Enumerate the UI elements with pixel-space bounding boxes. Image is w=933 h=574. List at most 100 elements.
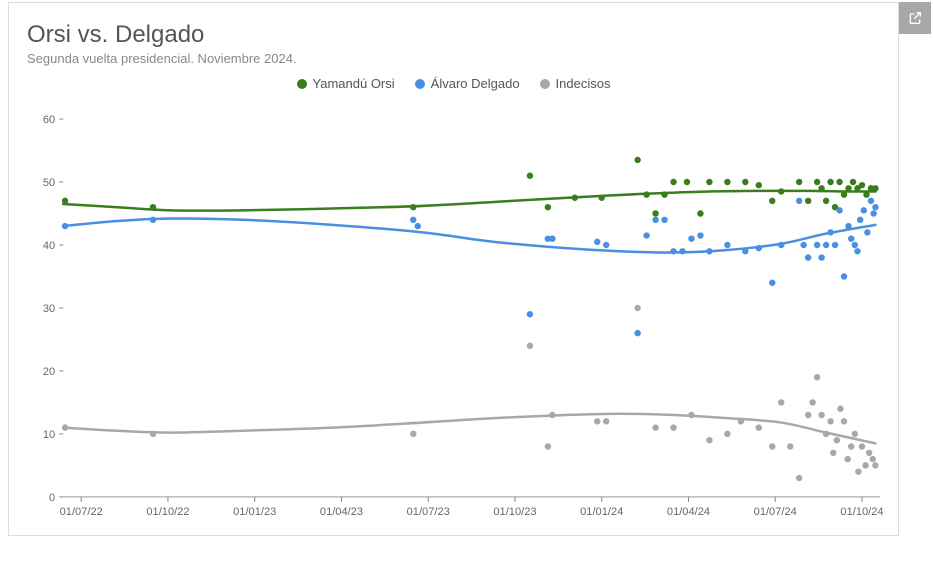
trend-line-delgado [63, 218, 875, 252]
svg-text:60: 60 [43, 114, 55, 126]
data-point [670, 248, 676, 254]
data-point [862, 462, 868, 468]
data-point [724, 179, 730, 185]
svg-text:01/04/23: 01/04/23 [320, 506, 363, 518]
data-point [870, 210, 876, 216]
data-point [643, 191, 649, 197]
data-point [545, 204, 551, 210]
data-point [724, 242, 730, 248]
data-point [841, 418, 847, 424]
data-point [778, 242, 784, 248]
open-external-button[interactable] [899, 2, 931, 34]
data-point [652, 217, 658, 223]
data-point [841, 191, 847, 197]
chart-title: Orsi vs. Delgado [27, 21, 880, 49]
data-point [778, 399, 784, 405]
data-point [150, 204, 156, 210]
data-point [845, 223, 851, 229]
data-point [661, 191, 667, 197]
data-point [848, 235, 854, 241]
svg-text:01/07/24: 01/07/24 [754, 506, 797, 518]
svg-text:10: 10 [43, 429, 55, 441]
data-point [594, 239, 600, 245]
svg-text:01/07/23: 01/07/23 [407, 506, 450, 518]
data-point [823, 198, 829, 204]
data-point [864, 229, 870, 235]
data-point [823, 242, 829, 248]
legend-item[interactable]: Yamandú Orsi [297, 76, 395, 91]
line-scatter-chart: 010203040506001/07/2201/10/2201/01/2301/… [31, 111, 888, 523]
data-point [850, 179, 856, 185]
data-point [756, 424, 762, 430]
data-point [545, 443, 551, 449]
data-point [809, 399, 815, 405]
data-point [410, 217, 416, 223]
svg-text:01/04/24: 01/04/24 [667, 506, 710, 518]
legend-item[interactable]: Indecisos [540, 76, 611, 91]
data-point [769, 280, 775, 286]
data-point [652, 210, 658, 216]
legend-item[interactable]: Álvaro Delgado [415, 76, 520, 91]
trend-line-orsi [63, 191, 875, 211]
svg-text:01/10/24: 01/10/24 [840, 506, 883, 518]
data-point [852, 431, 858, 437]
data-point [599, 195, 605, 201]
svg-text:0: 0 [49, 492, 55, 504]
data-point [805, 254, 811, 260]
data-point [527, 343, 533, 349]
trend-line-indecisos [63, 414, 875, 444]
data-point [805, 412, 811, 418]
data-point [855, 468, 861, 474]
data-point [670, 424, 676, 430]
data-point [868, 198, 874, 204]
svg-text:01/10/22: 01/10/22 [146, 506, 189, 518]
data-point [684, 179, 690, 185]
data-point [756, 245, 762, 251]
data-point [62, 198, 68, 204]
data-point [870, 456, 876, 462]
data-point [706, 437, 712, 443]
data-point [697, 232, 703, 238]
data-point [827, 179, 833, 185]
data-point [697, 210, 703, 216]
legend-label: Yamandú Orsi [313, 76, 395, 91]
data-point [572, 195, 578, 201]
legend-label: Indecisos [556, 76, 611, 91]
data-point [415, 223, 421, 229]
data-point [852, 242, 858, 248]
data-point [863, 191, 869, 197]
data-point [796, 475, 802, 481]
data-point [706, 248, 712, 254]
data-point [837, 405, 843, 411]
data-point [643, 232, 649, 238]
svg-text:01/10/23: 01/10/23 [493, 506, 536, 518]
data-point [800, 242, 806, 248]
data-point [778, 188, 784, 194]
data-point [845, 185, 851, 191]
data-point [814, 242, 820, 248]
data-point [857, 217, 863, 223]
data-point [834, 437, 840, 443]
data-point [848, 443, 854, 449]
data-point [827, 418, 833, 424]
data-point [410, 431, 416, 437]
data-point [634, 157, 640, 163]
svg-text:40: 40 [43, 240, 55, 252]
data-point [670, 179, 676, 185]
data-point [854, 248, 860, 254]
data-point [814, 179, 820, 185]
data-point [861, 207, 867, 213]
legend-dot-icon [297, 79, 307, 89]
svg-text:01/01/23: 01/01/23 [233, 506, 276, 518]
data-point [410, 204, 416, 210]
data-point [724, 431, 730, 437]
data-point [742, 248, 748, 254]
chart-legend[interactable]: Yamandú Orsi Álvaro Delgado Indecisos [27, 76, 880, 92]
svg-text:01/01/24: 01/01/24 [580, 506, 623, 518]
open-external-icon [907, 10, 923, 26]
data-point [872, 185, 878, 191]
chart-card: Orsi vs. Delgado Segunda vuelta presiden… [8, 2, 899, 536]
data-point [859, 182, 865, 188]
data-point [527, 172, 533, 178]
data-point [706, 179, 712, 185]
